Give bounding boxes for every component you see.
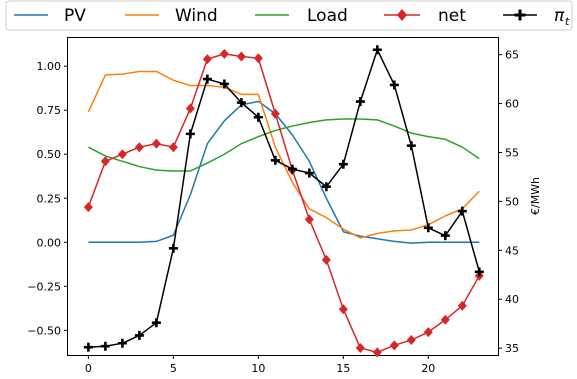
data-point-net	[440, 314, 450, 325]
y-right-tick-label: 50	[505, 195, 519, 208]
data-point-pi	[474, 267, 484, 277]
series-pv	[88, 100, 480, 244]
legend-label-wind: Wind	[175, 6, 218, 26]
data-point-pi	[253, 112, 263, 122]
y-right-tick-label: 55	[505, 146, 519, 159]
legend-marker-net	[397, 9, 407, 21]
data-point-net	[372, 347, 382, 358]
data-point-net	[219, 48, 229, 59]
series-layer	[83, 45, 484, 358]
data-point-pi	[117, 338, 127, 348]
data-point-pi	[440, 231, 450, 241]
x-tick-label: 10	[251, 362, 265, 375]
data-point-pi	[321, 182, 331, 192]
legend-label-pv: PV	[64, 6, 86, 26]
y-axis-left: −0.50 −0.25 0.00 0.25 0.50 0.75 1.00	[27, 60, 68, 337]
data-point-pi	[423, 223, 433, 233]
data-point-pi	[134, 330, 144, 340]
data-point-pi	[236, 98, 246, 108]
y-left-tick-label: −0.50	[27, 324, 61, 337]
data-point-pi	[457, 206, 467, 216]
data-point-net	[253, 53, 263, 64]
data-point-pi	[372, 45, 382, 55]
data-point-net	[406, 335, 416, 346]
y-right-tick-label: 45	[505, 244, 519, 257]
data-point-net	[304, 214, 314, 225]
series-line-pi	[88, 48, 481, 348]
data-point-net	[423, 327, 433, 338]
y-right-tick-label: 35	[505, 342, 519, 355]
data-point-pi	[83, 342, 93, 352]
data-point-net	[185, 103, 195, 114]
data-point-pi	[185, 129, 195, 139]
y-left-tick-label: 0.00	[37, 236, 62, 249]
x-tick-label: 5	[170, 362, 177, 375]
data-point-pi	[219, 79, 229, 89]
data-point-pi	[406, 141, 416, 151]
series-line-net	[87, 53, 480, 354]
data-point-pi	[338, 159, 348, 169]
y-axis-right: 35 40 45 50 55 60 65	[498, 49, 519, 355]
data-point-pi	[270, 155, 280, 165]
y-axis-right-label: €/MWh	[529, 177, 542, 215]
data-point-net	[168, 142, 178, 153]
data-point-net	[236, 51, 246, 62]
data-point-pi	[287, 164, 297, 174]
series-line-wind	[87, 70, 480, 239]
series-pi	[83, 45, 484, 352]
data-point-pi	[389, 80, 399, 90]
y-left-tick-label: 0.75	[37, 104, 62, 117]
data-point-pi	[355, 97, 365, 107]
data-point-net	[355, 342, 365, 353]
data-point-net	[389, 340, 399, 351]
legend-item-pi: π t	[503, 6, 570, 28]
series-load	[88, 118, 480, 172]
legend-label-pi-subscript: t	[565, 15, 570, 28]
data-point-pi	[100, 341, 110, 351]
plot-area	[67, 37, 499, 356]
legend-item-wind: Wind	[125, 6, 218, 26]
data-point-net	[338, 304, 348, 315]
data-point-net	[83, 202, 93, 213]
x-axis: 0 5 10 15 20	[85, 355, 435, 375]
y-left-tick-label: 0.50	[37, 148, 62, 161]
data-point-net	[457, 300, 467, 311]
x-tick-label: 15	[336, 362, 350, 375]
x-tick-label: 20	[421, 362, 435, 375]
series-wind	[87, 70, 480, 239]
data-point-pi	[151, 318, 161, 328]
data-point-net	[117, 149, 127, 160]
y-right-tick-label: 65	[505, 49, 519, 62]
x-tick-label: 0	[85, 362, 92, 375]
y-right-tick-label: 40	[505, 293, 519, 306]
series-line-pv	[88, 100, 480, 244]
data-point-net	[202, 54, 212, 65]
legend-marker-pi	[514, 9, 526, 21]
legend-item-pv: PV	[14, 6, 86, 26]
series-line-load	[88, 118, 480, 172]
data-point-pi	[304, 168, 314, 178]
y-left-tick-label: 1.00	[37, 60, 62, 73]
data-point-pi	[202, 74, 212, 84]
legend-item-load: Load	[255, 6, 348, 26]
data-point-pi	[168, 243, 178, 253]
data-point-net	[100, 156, 110, 167]
legend-item-net: net	[384, 6, 466, 26]
data-point-net	[134, 142, 144, 153]
data-point-net	[151, 138, 161, 149]
data-point-net	[321, 254, 331, 265]
legend-label-pi: π	[554, 6, 565, 26]
legend: PV Wind Load net π t	[5, 0, 573, 31]
data-point-net	[270, 108, 280, 119]
legend-label-net: net	[438, 6, 466, 26]
y-left-tick-label: −0.25	[27, 280, 61, 293]
legend-label-load: Load	[307, 6, 348, 26]
y-left-tick-label: 0.25	[37, 192, 62, 205]
y-right-tick-label: 60	[505, 98, 519, 111]
